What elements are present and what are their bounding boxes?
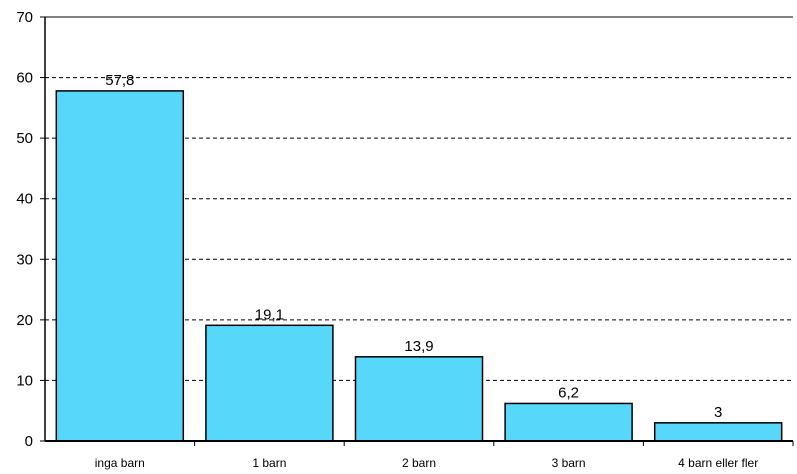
- y-tick-label: 20: [16, 312, 33, 329]
- y-tick-labels: 0 10 20 30 40 50 60 70: [16, 9, 33, 450]
- y-tick-label: 70: [16, 9, 33, 26]
- bar: [653, 422, 783, 442]
- bar: [55, 90, 185, 442]
- y-tick-label: 60: [16, 70, 33, 87]
- x-tick-label: inga barn: [95, 456, 145, 470]
- bar: [354, 356, 484, 442]
- x-tick-label: 1 barn: [252, 456, 286, 470]
- axes: [40, 16, 794, 446]
- data-label: 19,1: [255, 306, 284, 323]
- bar: [504, 402, 633, 442]
- x-tick-label: 4 barn eller fler: [678, 456, 758, 470]
- data-label: 6,2: [558, 384, 579, 401]
- x-tick-label: 2 barn: [402, 456, 436, 470]
- data-labels: 57,8 19,1 13,9 6,2 3: [105, 72, 722, 421]
- y-tick-label: 0: [25, 433, 33, 450]
- gridlines: [45, 77, 793, 381]
- data-label: 3: [714, 404, 722, 421]
- bar: [205, 324, 334, 442]
- data-label: 13,9: [404, 338, 433, 355]
- data-label: 57,8: [105, 72, 134, 89]
- y-tick-label: 30: [16, 251, 33, 268]
- y-tick-label: 40: [16, 191, 33, 208]
- bars: [55, 90, 783, 442]
- x-tick-label: 3 barn: [552, 456, 586, 470]
- y-tick-label: 50: [16, 130, 33, 147]
- x-tick-labels: inga barn 1 barn 2 barn 3 barn 4 barn eller …: [95, 456, 758, 470]
- y-tick-label: 10: [16, 372, 33, 389]
